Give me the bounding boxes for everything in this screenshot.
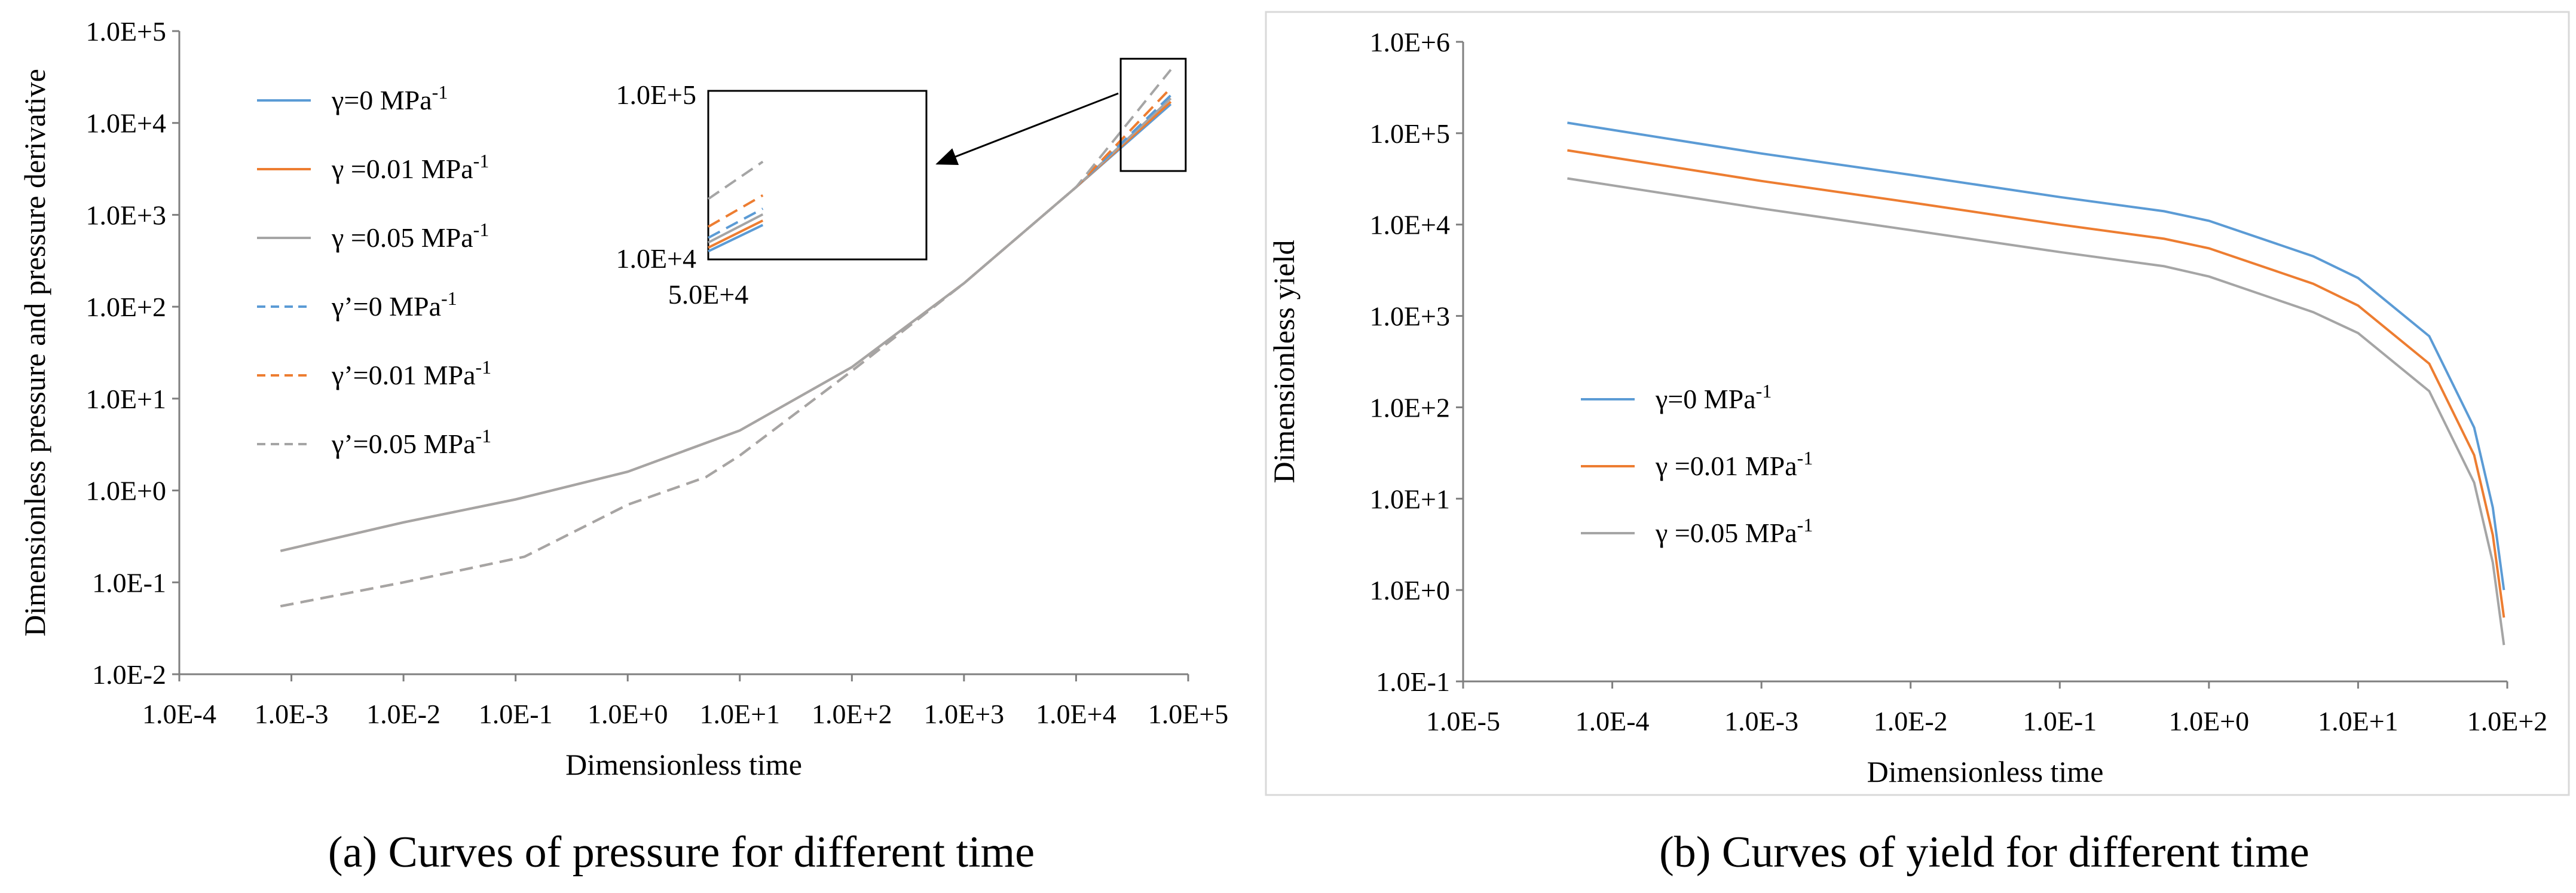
legend-label: γ =0.01 MPa-1	[1655, 447, 1813, 481]
y-tick-label: 1.0E+5	[1369, 118, 1450, 149]
legend-label: γ=0 MPa-1	[331, 81, 448, 115]
inset-series-line	[708, 207, 764, 239]
y-tick-label: 1.0E+4	[85, 108, 166, 139]
legend-label: γ=0 MPa-1	[1655, 380, 1772, 414]
y-tick-label: 1.0E+1	[1369, 484, 1450, 514]
inset-series-line	[708, 219, 764, 249]
y-tick-label: 1.0E-1	[1376, 666, 1450, 697]
y-tick-label: 1.0E+5	[85, 16, 166, 47]
legend-label: γ =0.05 MPa-1	[1655, 514, 1813, 548]
y-tick-label: 1.0E+0	[1369, 575, 1450, 605]
inset-x-left-label: 5.0E+4	[668, 279, 749, 310]
x-tick-label: 1.0E-4	[142, 699, 216, 729]
y-tick-label: 1.0E+3	[1369, 301, 1450, 332]
chart-pressure: 1.0E-4 1.0E-3 1.0E-2 1.0E-1 1.0E+0 1.0E+1 1.0E…	[18, 16, 1228, 877]
x-axis-title: Dimensionless time	[1867, 755, 2104, 788]
x-tick-label: 1.0E-2	[1874, 706, 1948, 736]
x-tick-label: 1.0E+0	[2169, 706, 2250, 736]
y-tick-label: 1.0E+3	[85, 200, 166, 230]
zoom-region-box	[1119, 57, 1187, 172]
chart-frame	[1265, 11, 2570, 796]
x-tick-label: 1.0E-3	[1724, 706, 1798, 736]
y-tick-label: 1.0E-2	[92, 659, 166, 690]
zoom-arrow	[935, 92, 1119, 166]
series-line	[1567, 177, 2505, 646]
y-tick-label: 1.0E+2	[85, 292, 166, 322]
figure-caption: (a) Curves of pressure for different tim…	[328, 828, 1035, 877]
x-tick-label: 1.0E+0	[588, 699, 668, 729]
inset-y-bottom-label: 1.0E+4	[616, 243, 696, 274]
inset-box	[707, 90, 928, 261]
x-tick-label: 1.0E+1	[700, 699, 781, 729]
legend-label: γ =0.05 MPa-1	[331, 219, 489, 253]
x-tick-label: 1.0E-5	[1426, 706, 1500, 736]
x-tick-label: 1.0E+4	[1036, 699, 1116, 729]
inset-series-line	[708, 213, 764, 244]
y-tick-label: 1.0E-1	[92, 567, 166, 598]
legend-label: γ =0.01 MPa-1	[331, 150, 489, 184]
inset-series-line	[708, 224, 764, 253]
series-line	[1567, 149, 2505, 618]
y-tick-label: 1.0E+6	[1369, 27, 1450, 57]
y-tick-label: 1.0E+4	[1369, 210, 1450, 240]
inset-y-top-label: 1.0E+5	[616, 79, 696, 110]
y-axis-title: Dimensionless pressure and pressure deri…	[18, 69, 51, 637]
series-line	[280, 69, 1172, 608]
legend-label: γ’=0 MPa-1	[331, 288, 457, 322]
x-tick-label: 1.0E+2	[2467, 706, 2548, 736]
y-axis-title: Dimensionless yield	[1267, 240, 1301, 484]
x-tick-label: 1.0E+2	[812, 699, 892, 729]
legend-label: γ’=0.01 MPa-1	[331, 356, 491, 390]
x-tick-label: 1.0E+1	[2318, 706, 2398, 736]
y-tick-label: 1.0E+1	[85, 384, 166, 414]
x-tick-label: 1.0E-3	[255, 699, 329, 729]
x-tick-label: 1.0E+3	[924, 699, 1005, 729]
legend-label: γ’=0.05 MPa-1	[331, 425, 491, 459]
inset-series-line	[707, 160, 764, 200]
chart-yield: 1.0E-5 1.0E-4 1.0E-3 1.0E-2 1.0E-1 1.0E+0 1.0E…	[1265, 11, 2570, 877]
x-axis-title: Dimensionless time	[565, 748, 802, 781]
y-tick-label: 1.0E+0	[85, 476, 166, 506]
y-tick-label: 1.0E+2	[1369, 392, 1450, 423]
x-tick-label: 1.0E-4	[1575, 706, 1650, 736]
series-line	[280, 97, 1172, 552]
inset-series-line	[708, 194, 764, 228]
x-tick-label: 1.0E+5	[1148, 699, 1229, 729]
figure-caption: (b) Curves of yield for different time	[1659, 828, 2309, 877]
x-tick-label: 1.0E-1	[479, 699, 553, 729]
series-line	[1567, 121, 2505, 591]
x-tick-label: 1.0E-1	[2023, 706, 2097, 736]
x-tick-label: 1.0E-2	[366, 699, 440, 729]
